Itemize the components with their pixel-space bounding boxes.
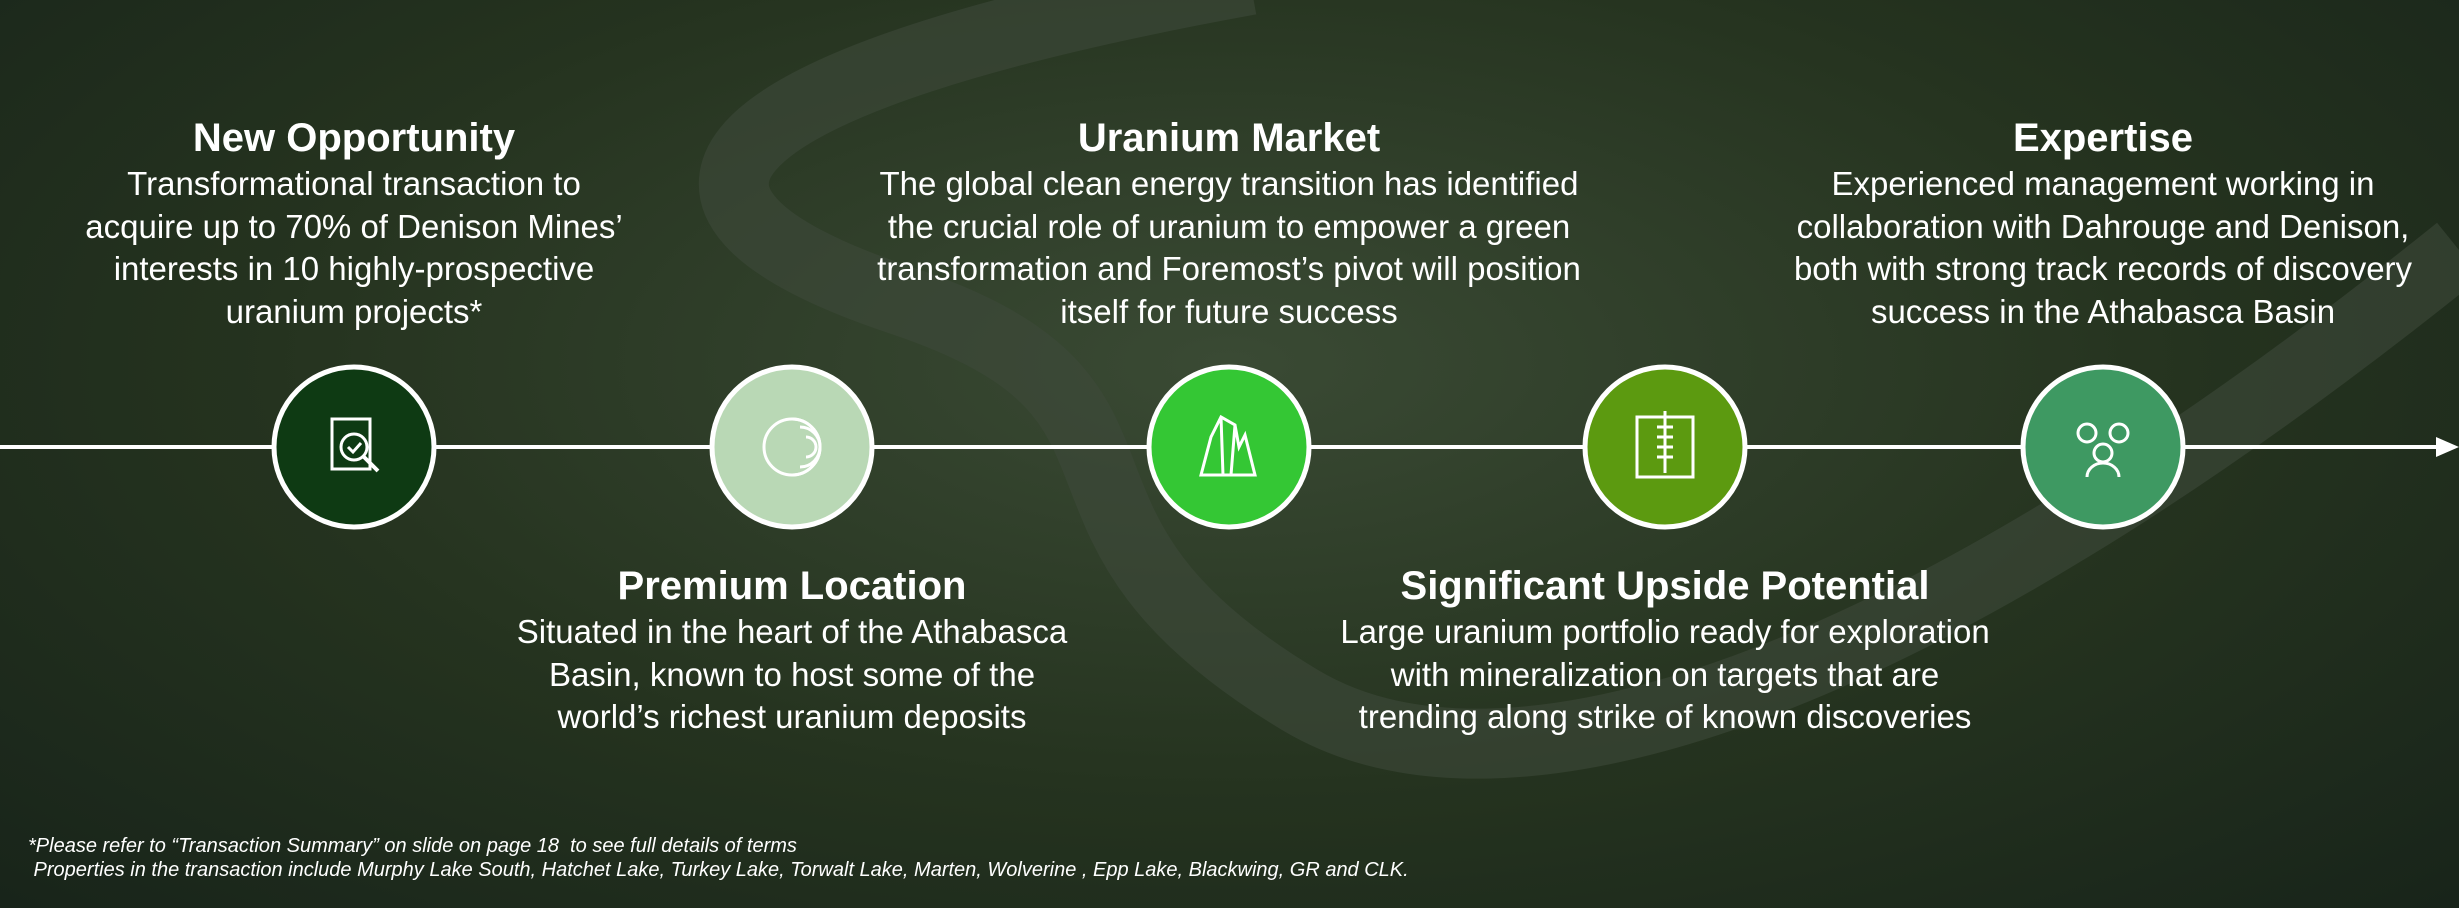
milestone-line: both with strong track records of discov… [1794, 248, 2412, 291]
milestone-icon [712, 367, 872, 527]
milestone-line: collaboration with Dahrouge and Denison, [1794, 206, 2412, 249]
slide: New OpportunityTransformational transact… [0, 0, 2459, 908]
milestone-line: Basin, known to host some of the [517, 654, 1067, 697]
milestone-title: Significant Upside Potential [1340, 561, 1989, 611]
milestone-line: interests in 10 highly-prospective [85, 248, 622, 291]
milestone-icon [2023, 367, 2183, 527]
milestone-line: uranium projects* [85, 291, 622, 334]
milestone-icon [274, 367, 434, 527]
milestone-line: world’s richest uranium deposits [517, 696, 1067, 739]
milestone-line: the crucial role of uranium to empower a… [877, 206, 1581, 249]
milestone-title: Uranium Market [877, 113, 1581, 163]
milestone-line: trending along strike of known discoveri… [1340, 696, 1989, 739]
footnote: Properties in the transaction include Mu… [28, 859, 1409, 882]
milestone-line: transformation and Foremost’s pivot will… [877, 248, 1581, 291]
footnote: *Please refer to “Transaction Summary” o… [28, 835, 797, 858]
milestone-title: Expertise [1794, 113, 2412, 163]
milestone-icon [1585, 367, 1745, 527]
milestone-line: itself for future success [877, 291, 1581, 334]
milestone-line: The global clean energy transition has i… [877, 163, 1581, 206]
milestone-icon [1149, 367, 1309, 527]
milestone-line: Transformational transaction to [85, 163, 622, 206]
milestone-line: acquire up to 70% of Denison Mines’ [85, 206, 622, 249]
milestone-title: Premium Location [517, 561, 1067, 611]
milestone-line: with mineralization on targets that are [1340, 654, 1989, 697]
milestone-line: Experienced management working in [1794, 163, 2412, 206]
milestone-line: success in the Athabasca Basin [1794, 291, 2412, 334]
milestone-line: Large uranium portfolio ready for explor… [1340, 611, 1989, 654]
milestone-line: Situated in the heart of the Athabasca [517, 611, 1067, 654]
arrow-head [2436, 437, 2459, 457]
milestone-title: New Opportunity [85, 113, 622, 163]
